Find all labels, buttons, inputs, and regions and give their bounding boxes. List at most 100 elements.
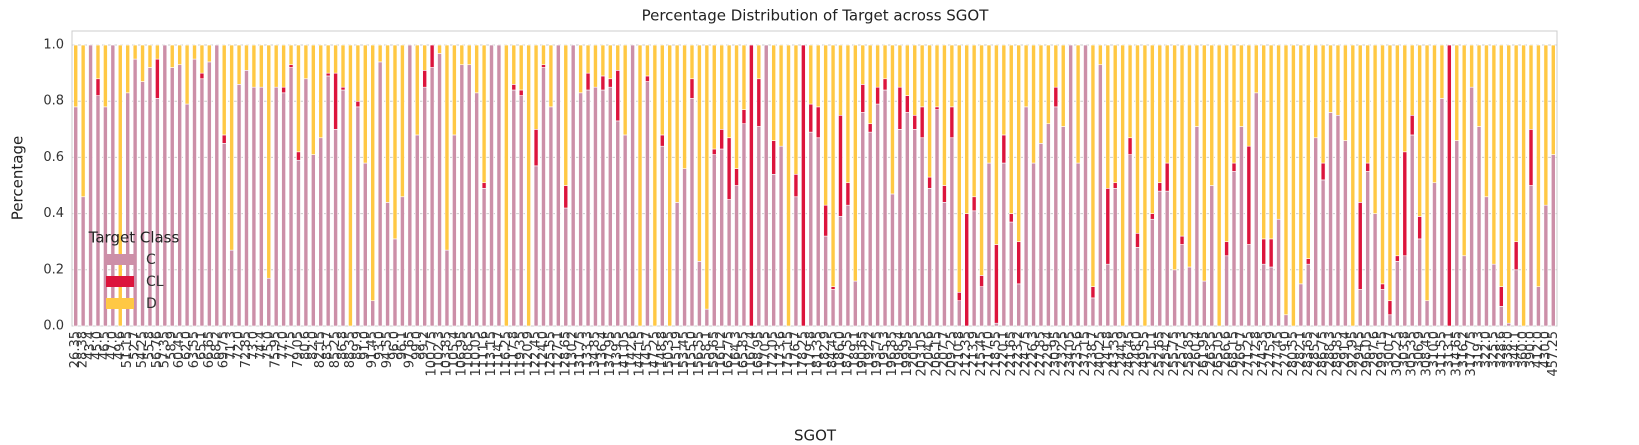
bar-segment bbox=[919, 106, 925, 139]
bar-segment bbox=[140, 44, 145, 82]
bar-segment bbox=[400, 44, 405, 198]
bar-segment bbox=[919, 44, 925, 108]
bar-segment bbox=[1016, 283, 1021, 327]
bar-segment bbox=[905, 112, 910, 327]
x-tick-label: 124.0 bbox=[536, 331, 551, 368]
bar-segment bbox=[615, 44, 621, 71]
x-tick-label: 217.0 bbox=[981, 331, 996, 368]
bar-segment bbox=[377, 44, 383, 63]
bar-segment bbox=[1432, 44, 1437, 184]
bar-segment bbox=[927, 176, 932, 189]
bar-segment bbox=[533, 129, 539, 167]
x-tick-label: 58.9 bbox=[165, 331, 180, 360]
x-tick-label: 246.45 bbox=[1123, 331, 1138, 377]
legend-title: Target Class bbox=[88, 229, 180, 247]
bar-segment bbox=[273, 44, 279, 88]
bar-segment bbox=[1499, 44, 1504, 287]
x-tick-label: 187.55 bbox=[840, 331, 855, 377]
x-tick-label: 56.76 bbox=[150, 331, 165, 368]
bar-segment bbox=[756, 44, 762, 80]
x-tick-label: 227.85 bbox=[1033, 331, 1048, 377]
x-tick-label: 430.0 bbox=[1538, 331, 1553, 368]
x-tick-label: 325.5 bbox=[1486, 331, 1501, 368]
bar-segment bbox=[1550, 44, 1556, 155]
x-tick-label: 203.05 bbox=[915, 331, 930, 377]
x-tick-label: 196.85 bbox=[885, 331, 900, 377]
bar-segment bbox=[340, 89, 346, 327]
bar-segment bbox=[1521, 44, 1526, 327]
bar-segment bbox=[1380, 283, 1385, 290]
bar-segment bbox=[1231, 162, 1237, 172]
bar-segment bbox=[355, 100, 361, 108]
bar-segment bbox=[325, 44, 331, 74]
bar-segment bbox=[370, 300, 376, 327]
bar-segment bbox=[1320, 179, 1326, 327]
bar-segment bbox=[1528, 129, 1534, 186]
bar-segment bbox=[637, 44, 643, 327]
x-tick-label: 130.2 bbox=[566, 331, 581, 368]
bar-segment bbox=[711, 148, 717, 155]
bar-segment bbox=[979, 275, 984, 287]
bar-segment bbox=[1261, 263, 1267, 327]
bar-segment bbox=[1246, 44, 1252, 147]
bar-segment bbox=[1135, 247, 1140, 327]
bar-segment bbox=[845, 44, 851, 184]
bar-segment bbox=[422, 86, 427, 327]
bar-segment bbox=[1387, 314, 1393, 327]
bar-segment bbox=[912, 114, 918, 130]
bar-segment bbox=[600, 75, 606, 91]
bar-segment bbox=[1261, 238, 1267, 265]
bar-segment bbox=[971, 196, 977, 212]
bar-segment bbox=[459, 44, 465, 66]
x-tick-label: 291.4 bbox=[1338, 331, 1353, 368]
bar-segment bbox=[1350, 44, 1356, 327]
bar-segment bbox=[882, 78, 888, 91]
bar-segment bbox=[1409, 114, 1415, 136]
bar-segment bbox=[1194, 44, 1200, 127]
bar-segment bbox=[199, 72, 205, 80]
bar-segment bbox=[548, 106, 554, 327]
bar-segment bbox=[845, 204, 851, 327]
x-tick-label: 251.1 bbox=[1145, 331, 1160, 368]
bar-segment bbox=[1283, 44, 1289, 316]
bar-segment bbox=[1380, 44, 1385, 285]
x-tick-label: 51.15 bbox=[120, 331, 135, 368]
bar-segment bbox=[251, 86, 257, 327]
bar-segment bbox=[1291, 44, 1296, 327]
bar-segment bbox=[600, 89, 606, 327]
bar-segment bbox=[533, 165, 539, 327]
bar-segment bbox=[199, 44, 205, 74]
bar-segment bbox=[95, 44, 101, 80]
bar-segment bbox=[1298, 283, 1304, 327]
x-tick-label: 106.95 bbox=[454, 331, 469, 377]
bar-segment bbox=[689, 98, 695, 327]
bar-segment bbox=[1001, 134, 1007, 164]
bar-segment bbox=[830, 44, 836, 287]
x-tick-label: 62.0 bbox=[180, 331, 195, 360]
bar-segment bbox=[756, 78, 762, 127]
bar-segment bbox=[771, 44, 776, 141]
x-tick-label: 243.35 bbox=[1108, 331, 1123, 377]
x-tick-label: 47.0 bbox=[105, 331, 120, 360]
bar-segment bbox=[214, 44, 220, 327]
x-tick-label: 159.65 bbox=[707, 331, 722, 377]
bar-segment bbox=[429, 44, 435, 68]
bar-segment bbox=[1513, 44, 1519, 243]
x-tick-label: 111.6 bbox=[477, 331, 492, 368]
bar-segment bbox=[526, 44, 531, 327]
bar-segment bbox=[1046, 44, 1051, 125]
x-tick-label: 88.35 bbox=[343, 331, 358, 368]
bar-segment bbox=[838, 216, 843, 327]
x-tick-label: 148.8 bbox=[655, 331, 670, 368]
bar-segment bbox=[801, 44, 806, 327]
x-tick-label: 91.0 bbox=[358, 331, 373, 360]
x-tick-label: 268.15 bbox=[1227, 331, 1242, 377]
bar-segment bbox=[1053, 44, 1059, 88]
x-tick-label: 139.5 bbox=[610, 331, 625, 368]
x-tick-label: 189.1 bbox=[848, 331, 863, 368]
bar-segment bbox=[466, 64, 472, 327]
bar-segment bbox=[1365, 44, 1370, 164]
bar-segment bbox=[1172, 44, 1177, 271]
x-tick-label: 145.7 bbox=[640, 331, 655, 368]
bar-segment bbox=[229, 249, 234, 327]
